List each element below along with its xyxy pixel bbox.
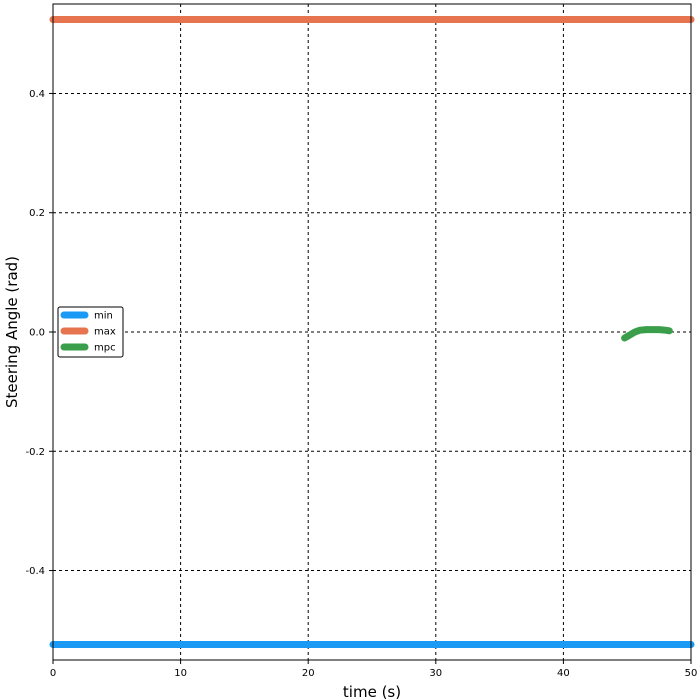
legend-label-min: min — [94, 311, 113, 322]
x-tick-label: 0 — [50, 668, 56, 679]
x-tick-label: 10 — [174, 668, 187, 679]
series-line-mpc — [621, 326, 673, 342]
x-tick-label: 40 — [557, 668, 570, 679]
x-tick-label: 50 — [685, 668, 698, 679]
x-tick-label: 20 — [302, 668, 315, 679]
y-tick-label: -0.4 — [25, 566, 45, 577]
axis-ticks: 0 10 20 30 40 50 -0.4 -0.2 0.0 0.2 0.4 — [25, 89, 697, 679]
legend: min max mpc — [57, 306, 124, 358]
series-lines — [49, 16, 695, 648]
y-tick-label: 0.4 — [29, 89, 45, 100]
y-tick-label: 0.0 — [29, 328, 45, 339]
y-tick-label: 0.2 — [29, 208, 45, 219]
y-axis-label: Steering Angle (rad) — [3, 256, 21, 408]
legend-label-mpc: mpc — [94, 343, 116, 354]
x-tick-label: 30 — [429, 668, 442, 679]
y-tick-label: -0.2 — [25, 447, 45, 458]
x-axis-label: time (s) — [343, 683, 401, 700]
legend-label-max: max — [94, 327, 116, 338]
grid — [53, 4, 691, 660]
